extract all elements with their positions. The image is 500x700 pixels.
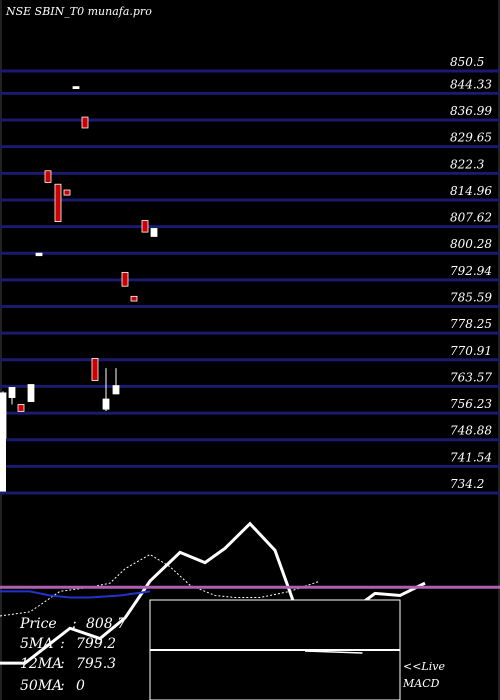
bear-candle — [81, 116, 89, 129]
info-12ma-colon: : — [60, 656, 65, 672]
price-tick-label: 814.96 — [450, 184, 492, 198]
price-tick-label: 807.62 — [450, 211, 492, 225]
price-tick-label: 829.65 — [450, 131, 492, 145]
bull-candle — [35, 252, 43, 257]
bear-candle — [63, 189, 71, 196]
info-price-label: Price — [19, 616, 57, 632]
info-price-colon: : — [72, 616, 77, 632]
price-tick-label: 850.5 — [450, 55, 484, 69]
macd-live-label: <<Live — [403, 660, 445, 673]
bear-candle — [17, 404, 25, 412]
macd-inset-line — [304, 650, 363, 654]
info-12ma-label: 12MA — [20, 656, 62, 672]
price-tick-label: 785.59 — [450, 291, 492, 305]
bear-candle — [91, 357, 99, 381]
price-tick-label: 844.33 — [450, 77, 492, 91]
info-50ma-value: 0 — [76, 678, 85, 694]
bear-candle — [130, 295, 138, 302]
bear-candle — [44, 170, 52, 183]
price-tick-label: 756.23 — [450, 397, 492, 411]
bear-candle — [141, 220, 149, 233]
price-tick-label: 763.57 — [450, 370, 492, 384]
bear-candle — [54, 183, 62, 222]
price-tick-label: 800.28 — [450, 237, 492, 251]
info-50ma-colon: : — [60, 678, 65, 694]
price-tick-label: 792.94 — [450, 264, 492, 278]
bull-candle — [102, 398, 110, 410]
info-5ma-label: 5MA — [20, 636, 53, 652]
partial-candle — [0, 392, 6, 492]
bull-candle — [27, 384, 35, 402]
price-tick-label: 741.54 — [450, 450, 492, 464]
price-tick-label: 822.3 — [450, 157, 485, 171]
info-5ma-value: 799.2 — [76, 636, 116, 652]
bear-candle — [121, 271, 129, 287]
price-tick-label: 836.99 — [450, 104, 492, 118]
bull-candle — [8, 387, 16, 398]
price-tick-label: 734.2 — [450, 477, 484, 491]
price-tick-label: 778.25 — [450, 317, 492, 331]
macd-label: MACD — [402, 677, 440, 690]
macd-dotted-line — [0, 553, 321, 617]
info-50ma-label: 50MA — [20, 678, 62, 694]
chart-title: NSE SBIN_T0 munafa.pro — [5, 5, 152, 18]
info-12ma-value: 795.3 — [76, 656, 116, 672]
info-5ma-colon: : — [60, 636, 65, 652]
bull-candle — [112, 385, 120, 395]
bull-candle — [72, 86, 80, 90]
price-tick-label: 770.91 — [450, 344, 492, 358]
info-price-value: 808.7 — [86, 616, 126, 632]
bull-candle — [150, 228, 158, 237]
macd-blue-line — [0, 590, 151, 599]
price-tick-label: 748.88 — [450, 424, 492, 438]
